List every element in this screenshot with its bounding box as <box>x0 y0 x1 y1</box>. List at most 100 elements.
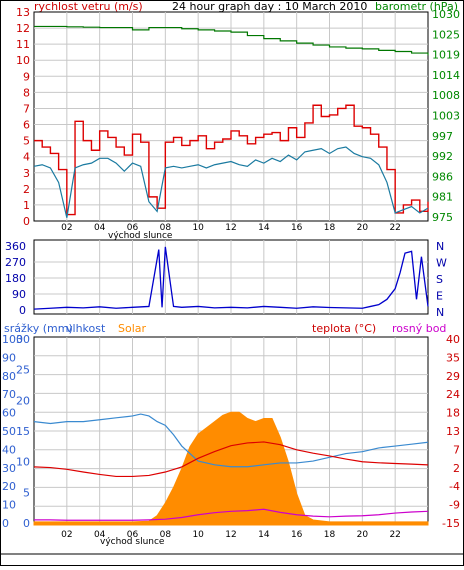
page-title: 24 hour graph day : 10 March 2010 <box>172 0 367 13</box>
humidity-label: vlhkost <box>66 322 106 335</box>
pressure-line <box>34 25 429 56</box>
panel1-hour-axis: 02 04 06 08 10 12 14 16 18 20 22 <box>61 223 401 233</box>
barometer-label: barometr (hPa) <box>375 0 458 13</box>
precip-axis: 30 25 20 15 10 5 0 <box>16 333 30 530</box>
p1-right-tick-2: 1019 <box>432 49 460 62</box>
p1-xtick-10: 22 <box>389 223 400 233</box>
p3-left-tick-6: 40 <box>2 443 16 456</box>
p1-left-tick-8: 5 <box>23 135 30 148</box>
wind-pressure-series <box>33 25 429 218</box>
p1-xtick-0: 02 <box>61 223 72 233</box>
humidity-line <box>33 413 429 468</box>
p3-right-tick-1: 35 <box>446 351 460 364</box>
p3-left-tick-2: 80 <box>2 370 16 383</box>
wind-direction-line <box>33 246 429 310</box>
p1-left-tick-3: 10 <box>16 54 30 67</box>
p3-right-tick-5: 13 <box>446 425 460 438</box>
p3-right-tick-3: 24 <box>446 388 460 401</box>
p1-left-tick-13: 0 <box>23 215 30 228</box>
p3-left-tick-8: 20 <box>2 480 16 493</box>
p1-right-tick-0: 1030 <box>432 8 460 21</box>
p1-right-tick-10: 975 <box>432 211 453 224</box>
p3-left-tick-4: 60 <box>2 407 16 420</box>
p3-xtick-6: 14 <box>258 530 270 540</box>
p3-left-tick-5: 50 <box>2 425 16 438</box>
p3-right-tick-4: 18 <box>446 407 460 420</box>
temperature-line <box>33 441 429 478</box>
p1-left-tick-6: 7 <box>23 102 30 115</box>
p1-left-tick-7: 6 <box>23 119 30 132</box>
p1-right-tick-4: 1008 <box>432 89 460 102</box>
pressure-axis: 1030 1025 1019 1014 1008 1003 997 992 986 981 975 <box>432 8 460 224</box>
p3-right-tick-9: -9 <box>449 499 460 512</box>
p3-left-tick-0: 100 <box>2 333 23 346</box>
p3-right-tick-8: -4 <box>449 480 460 493</box>
p3-mid-tick-1: 25 <box>16 364 30 377</box>
p3-right-tick-2: 29 <box>446 370 460 383</box>
p1-left-tick-10: 3 <box>23 167 30 180</box>
p3-right-tick-7: 2 <box>453 462 460 475</box>
p3-mid-tick-0: 30 <box>16 333 30 346</box>
p3-xtick-1: 04 <box>94 530 106 540</box>
p3-left-tick-10: 0 <box>2 517 9 530</box>
solar-area <box>33 411 429 526</box>
wind-gust-line <box>34 104 429 216</box>
p1-right-tick-6: 997 <box>432 130 453 143</box>
p1-right-tick-8: 986 <box>432 170 453 183</box>
direction-degree-axis: 360 270 180 90 0 <box>5 240 26 317</box>
p3-right-tick-0: 40 <box>446 333 460 346</box>
wind-average-line <box>33 146 429 218</box>
p3-left-tick-7: 30 <box>2 462 16 475</box>
panel3-hour-axis: 02 04 06 08 10 12 14 16 18 20 22 <box>61 530 401 540</box>
p1-xtick-9: 20 <box>357 223 369 233</box>
p1-xtick-7: 16 <box>291 223 303 233</box>
solar-label: Solar <box>118 322 147 335</box>
dewpoint-label: rosný bod <box>392 322 446 335</box>
p3-left-tick-1: 90 <box>2 351 16 364</box>
precip-label: srážky (mm) <box>4 322 73 335</box>
dewpoint-line <box>34 508 429 521</box>
p1-left-tick-5: 8 <box>23 86 30 99</box>
p2-right-tick-0: N <box>436 240 444 253</box>
p3-xtick-2: 06 <box>127 530 139 540</box>
p3-right-tick-10: -15 <box>442 517 460 530</box>
p3-xtick-8: 18 <box>324 530 336 540</box>
p2-left-tick-0: 360 <box>5 240 26 253</box>
p2-right-tick-4: N <box>436 306 444 319</box>
p3-xtick-10: 22 <box>389 530 400 540</box>
p3-mid-tick-6: 0 <box>23 517 30 530</box>
p1-left-tick-4: 9 <box>23 70 30 83</box>
p3-left-tick-9: 10 <box>2 499 16 512</box>
p2-left-tick-1: 270 <box>5 256 26 269</box>
wind-direction-gridlines <box>34 240 428 314</box>
p2-left-tick-2: 180 <box>5 272 26 285</box>
p1-left-tick-0: 13 <box>16 6 30 19</box>
p1-left-tick-12: 1 <box>23 199 30 212</box>
p1-xtick-1: 04 <box>94 223 106 233</box>
temperature-axis: 40 35 29 24 18 13 7 2 -4 -9 -15 <box>442 333 460 530</box>
p1-right-tick-5: 1003 <box>432 110 460 123</box>
p3-mid-tick-4: 10 <box>16 456 30 469</box>
p2-left-tick-4: 0 <box>19 304 26 317</box>
p2-right-tick-1: W <box>436 257 447 270</box>
p1-right-tick-1: 1025 <box>432 28 460 41</box>
p3-xtick-3: 08 <box>160 530 172 540</box>
humidity-temp-series <box>33 411 429 526</box>
sunrise-label-1: východ slunce <box>108 231 173 241</box>
p3-mid-tick-2: 20 <box>16 394 30 407</box>
wind-speed-label: rychlost vetru (m/s) <box>34 0 143 13</box>
p1-xtick-5: 12 <box>225 223 236 233</box>
p1-left-tick-2: 11 <box>16 38 30 51</box>
wind-pressure-gridlines <box>34 12 428 221</box>
p1-xtick-4: 10 <box>192 223 204 233</box>
p1-right-tick-3: 1014 <box>432 69 460 82</box>
p1-right-tick-7: 992 <box>432 150 453 163</box>
p2-right-tick-3: E <box>436 290 443 303</box>
p3-xtick-5: 12 <box>225 530 236 540</box>
p3-mid-tick-3: 15 <box>16 425 30 438</box>
